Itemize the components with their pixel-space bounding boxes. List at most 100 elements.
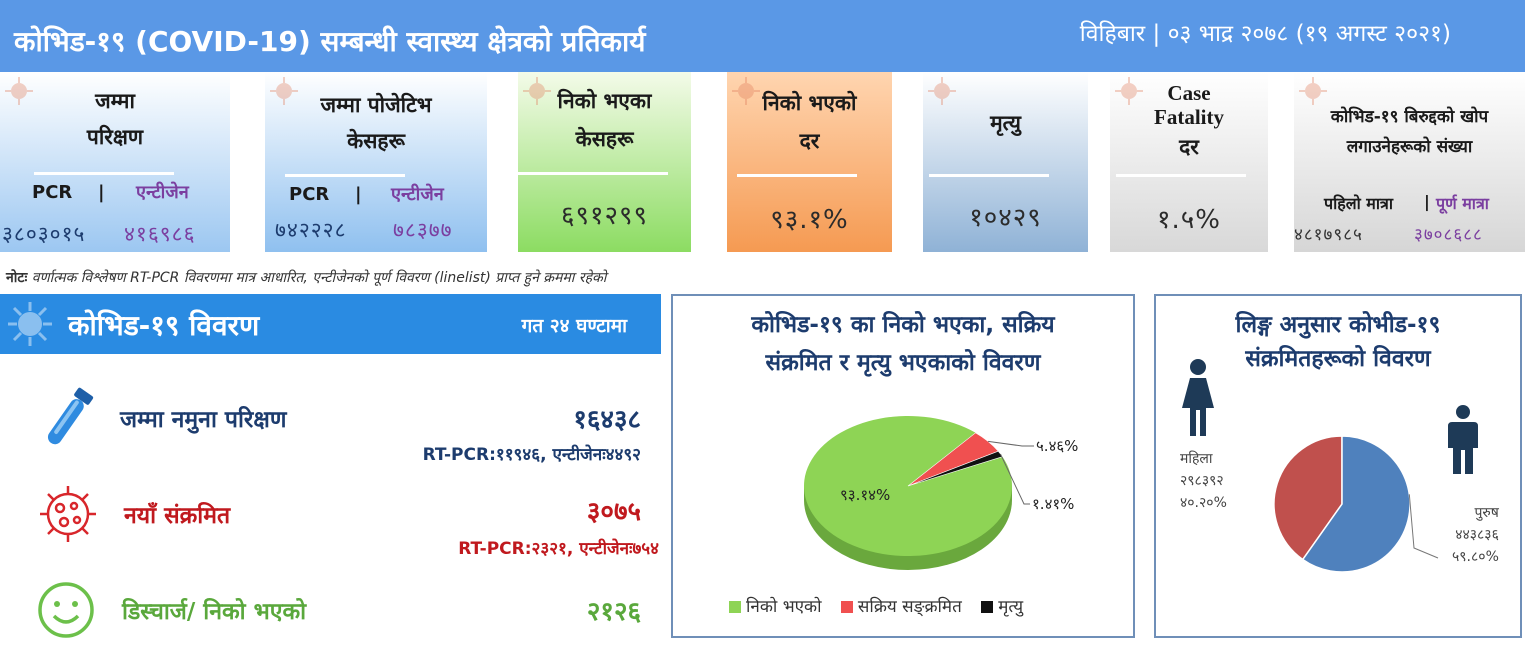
- full-dose-value: ३७०८६८८: [1414, 225, 1483, 245]
- discharged-value: २१२६: [586, 597, 641, 627]
- report-date: विहिबार | ०३ भाद्र २०७८ (१९ अगस्ट २०२१): [1079, 21, 1451, 47]
- slice-female: [1273, 435, 1343, 561]
- divider: [285, 174, 405, 177]
- card-title: निको भएका: [557, 89, 652, 113]
- legend-death: मृत्यु: [998, 597, 1024, 617]
- full-dose-label: पूर्ण मात्रा: [1436, 194, 1489, 213]
- female-percent: ४०.२०%: [1180, 495, 1227, 511]
- legend-swatch-recovered: [729, 601, 741, 613]
- deaths-value: १०४२९: [969, 203, 1042, 233]
- smiley-icon: [38, 582, 94, 638]
- label-recovered: ९३.१४%: [840, 486, 890, 504]
- chart-title-line1: लिङ्ग अनुसार कोभीड-१९: [1235, 312, 1441, 338]
- female-icon: [1182, 359, 1214, 436]
- chart-legend: निको भएको सक्रिय सङ्क्रमित मृत्यु: [715, 594, 1023, 617]
- legend-active: सक्रिय सङ्क्रमित: [857, 597, 962, 617]
- divider: [737, 174, 857, 177]
- legend-recovered: निको भएको: [746, 597, 822, 617]
- card-recovered: निको भएका केसहरू ६९१२९९: [518, 72, 691, 252]
- virus-cluster-icon: [40, 486, 96, 542]
- first-dose-value: ४८१७९८५: [1294, 225, 1363, 245]
- legend-swatch-active: [840, 601, 853, 613]
- card-vaccination: कोभिड-१९ बिरुद्दको खोप लगाउनेहरूको संख्य…: [1294, 72, 1525, 252]
- details-header: कोभिड-१९ विवरण गत २४ घण्टामा: [0, 294, 661, 354]
- chart-title-line2: संक्रमितहरूको विवरण: [1245, 346, 1431, 372]
- antigen-label: एन्टीजेन: [391, 184, 444, 205]
- card-title: Case: [1167, 81, 1211, 105]
- status-pie-panel: कोभिड-१९ का निको भएका, सक्रिय संक्रमित र…: [671, 294, 1135, 638]
- male-data-label: पुरुष ४४३८३६ ५९.८०%: [1452, 502, 1499, 568]
- virus-icon: [523, 77, 551, 105]
- pcr-label: PCR: [289, 184, 330, 205]
- new-cases-value: ३०७५: [586, 497, 641, 527]
- details-title: कोभिड-१९ विवरण: [68, 309, 260, 342]
- footnote: नोटः वर्णात्मक विश्लेषण RT-PCR विवरणमा म…: [6, 268, 606, 287]
- separator: |: [1424, 192, 1430, 211]
- card-case-fatality: Case Fatality दर १.५%: [1110, 72, 1268, 252]
- card-total-positive: जम्मा पोजेटिभ केसहरू PCR | एन्टीजेन ७४२२…: [265, 72, 487, 252]
- female-data-label: महिला २९८३९२ ४०.२०%: [1180, 448, 1227, 514]
- pcr-value: ३८०३०१५: [2, 222, 86, 246]
- virus-icon: [270, 77, 298, 105]
- note-text: वर्णात्मक विश्लेषण RT-PCR विवरणमा मात्र …: [31, 270, 607, 286]
- test-tube-icon: [47, 387, 94, 445]
- card-recovery-rate: निको भएको दर ९३.१%: [727, 72, 892, 252]
- tests-value: १६४३८: [573, 405, 641, 435]
- pcr-value: ७४२२२८: [275, 218, 347, 242]
- tests-detail: RT-PCR:११९४६, एन्टीजेनः४४९२: [422, 445, 641, 465]
- leader-male: [1408, 494, 1439, 559]
- slice-male: [1301, 435, 1411, 573]
- first-dose-label: पहिलो मात्रा: [1324, 194, 1393, 213]
- card-title: Fatality: [1154, 105, 1224, 129]
- label-active: ५.४६%: [1036, 437, 1078, 455]
- legend-swatch-death: [981, 601, 994, 613]
- discharged-label: डिस्चार्ज/ निको भएको: [122, 599, 307, 625]
- card-title: दर: [1179, 135, 1199, 159]
- label-death: १.४१%: [1032, 495, 1074, 513]
- card-title: दर: [799, 129, 820, 153]
- card-title: लगाउनेहरूको संख्या: [1346, 137, 1473, 157]
- details-period: गत २४ घण्टामा: [521, 315, 627, 337]
- new-cases-label: नयाँ संक्रमित: [124, 503, 231, 529]
- virus-icon: [1115, 77, 1143, 105]
- male-category: पुरुष: [1474, 505, 1499, 521]
- divider: [518, 172, 668, 175]
- page-title: कोभिड-१९ (COVID-19) सम्बन्धी स्वास्थ्य क…: [14, 25, 646, 58]
- header-bar: कोभिड-१९ (COVID-19) सम्बन्धी स्वास्थ्य क…: [0, 0, 1525, 72]
- cfr-value: १.५%: [1156, 205, 1221, 235]
- male-icon: [1448, 405, 1478, 474]
- card-title: जम्मा: [95, 89, 135, 113]
- female-category: महिला: [1180, 451, 1213, 467]
- note-label: नोटः: [6, 270, 28, 286]
- card-title: जम्मा पोजेटिभ: [320, 93, 432, 117]
- card-title: केसहरू: [575, 127, 634, 151]
- tests-label: जम्मा नमुना परिक्षण: [120, 407, 287, 433]
- separator: |: [355, 184, 362, 205]
- virus-icon: [5, 77, 33, 105]
- antigen-label: एन्टीजेन: [136, 182, 189, 203]
- card-title: कोभिड-१९ बिरुद्दको खोप: [1330, 107, 1489, 127]
- divider: [34, 172, 174, 175]
- male-count: ४४३८३६: [1455, 527, 1499, 543]
- male-percent: ५९.८०%: [1452, 549, 1499, 565]
- card-title: केसहरू: [347, 129, 405, 153]
- chart-title-line1: कोभिड-१९ का निको भएका, सक्रिय: [751, 312, 1055, 338]
- card-total-tests: जम्मा परिक्षण PCR | एन्टीजेन ३८०३०१५ ४१६…: [0, 72, 230, 252]
- recovered-value: ६९१२९९: [560, 201, 649, 231]
- separator: |: [98, 182, 105, 203]
- status-pie-chart: ९३.१४% ५.४६% १.४१%: [803, 416, 1078, 570]
- recovery-rate-value: ९३.१%: [770, 205, 849, 235]
- divider: [929, 174, 1049, 177]
- leader-active: [988, 440, 1034, 447]
- card-title: परिक्षण: [86, 125, 144, 149]
- virus-icon: [928, 77, 956, 105]
- virus-icon: [732, 77, 760, 105]
- virus-icon: [8, 302, 52, 346]
- gender-pie-chart: [1273, 435, 1439, 573]
- antigen-value: ७८३७७: [393, 218, 453, 242]
- card-title: निको भएको: [762, 91, 857, 115]
- female-count: २९८३९२: [1180, 473, 1224, 489]
- chart-title-line2: संक्रमित र मृत्यु भएकाको विवरण: [765, 350, 1041, 376]
- virus-icon: [1299, 77, 1327, 105]
- gender-pie-panel: लिङ्ग अनुसार कोभीड-१९ संक्रमितहरूको विवर…: [1154, 294, 1522, 638]
